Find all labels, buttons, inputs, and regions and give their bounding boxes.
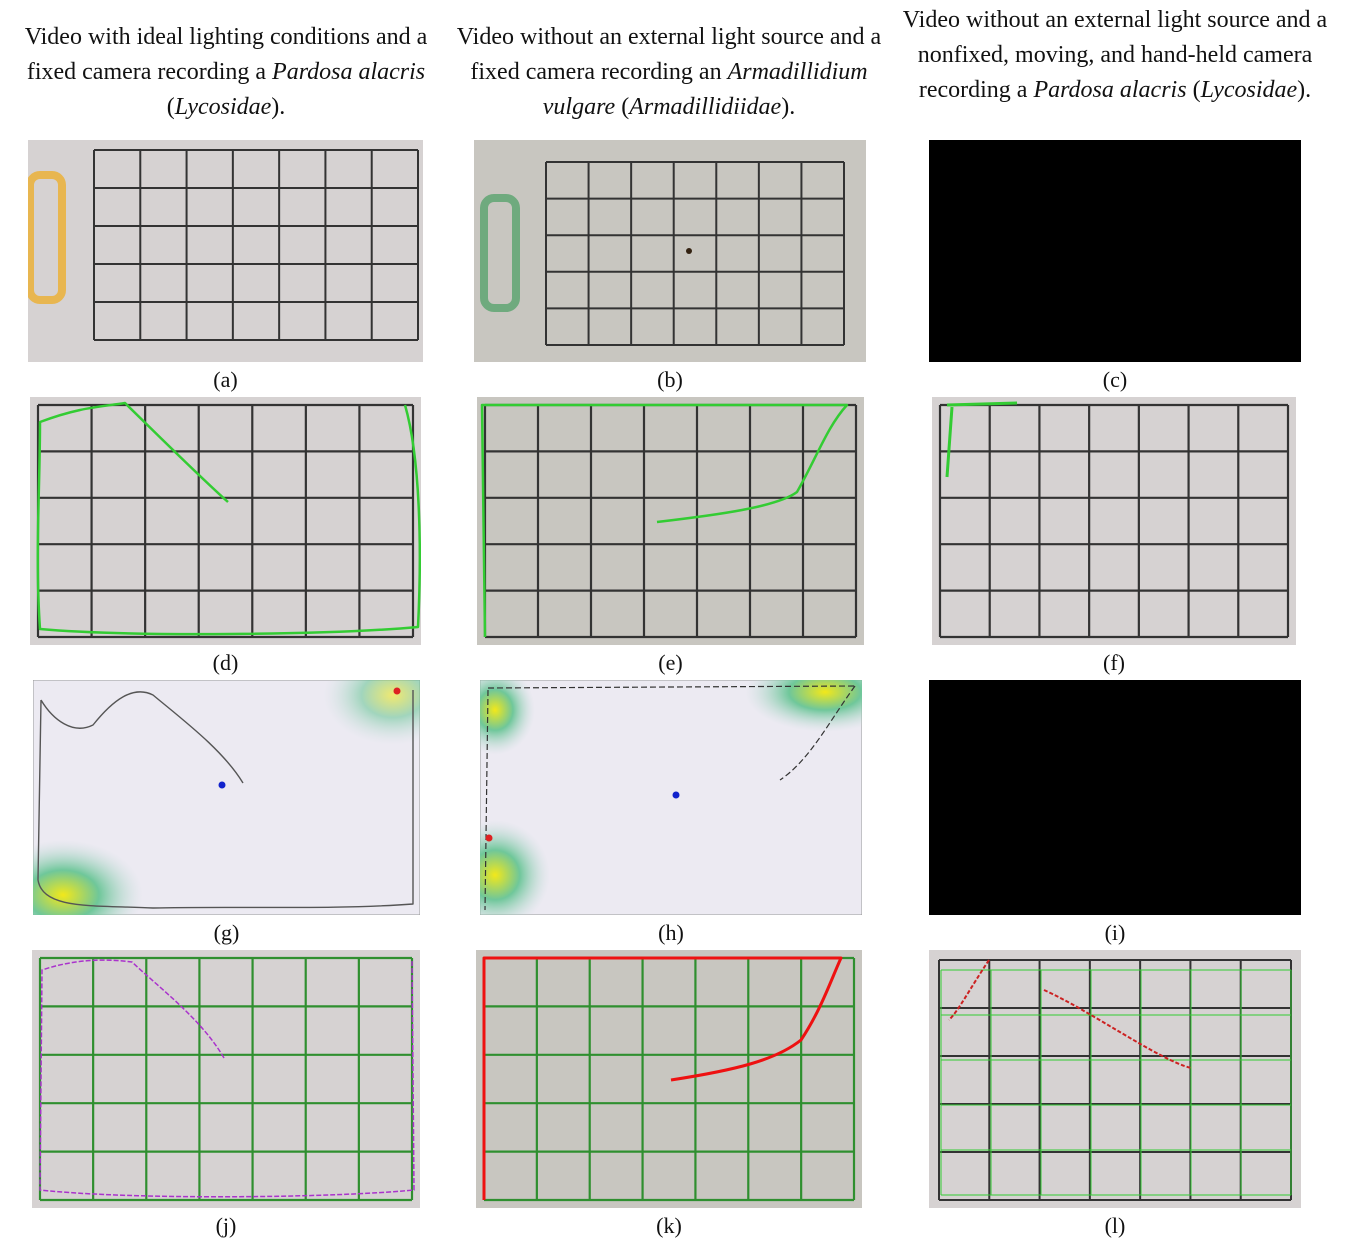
header-text: ( (1186, 77, 1201, 103)
panel-label: (b) (657, 367, 683, 392)
panel-label: (g) (213, 920, 240, 945)
image-bg (929, 950, 1301, 1208)
track (36, 401, 421, 636)
panel-label: (d) (212, 650, 239, 675)
panel-image (30, 397, 421, 645)
column-header: Video without an external light source a… (893, 3, 1337, 108)
column-header: Video without an external light source a… (449, 20, 889, 125)
panel-image (929, 140, 1301, 362)
species-name: Pardosa alacris (1033, 77, 1187, 103)
header-text: Video without an external light source a… (902, 7, 1328, 103)
panel-label: (e) (658, 650, 683, 675)
handle (28, 171, 66, 304)
image-bg (476, 950, 862, 1208)
image-bg (474, 140, 866, 362)
panel-label: (j) (215, 1213, 237, 1238)
heat-spot (480, 680, 535, 755)
panel-label: (a) (213, 367, 238, 392)
panel-image (929, 950, 1301, 1208)
panel-image (28, 140, 423, 362)
image-bg (929, 680, 1301, 915)
header-text: Video with ideal lighting conditions and… (24, 24, 428, 85)
panel-image (929, 680, 1301, 915)
panel-label: (c) (1102, 367, 1128, 392)
heat-spot (480, 820, 550, 915)
track (945, 401, 1018, 478)
panel-image (32, 950, 420, 1208)
track (39, 959, 415, 1198)
panel-image (33, 680, 420, 915)
marker (485, 834, 493, 842)
family-name: Lycosidae (1200, 77, 1298, 103)
header-text: ). (1297, 77, 1312, 103)
family-name: Lycosidae (174, 94, 272, 120)
header-text: ( (166, 94, 175, 120)
handle (480, 194, 520, 312)
panel-image (476, 950, 862, 1208)
image-bg (932, 397, 1296, 645)
track (484, 685, 856, 911)
marker (218, 781, 226, 789)
header-text: ( (615, 94, 630, 120)
track (37, 690, 414, 909)
panel-label: (l) (1104, 1213, 1126, 1238)
header-text: ). (781, 94, 796, 120)
panel-label: (h) (658, 920, 684, 945)
bug (686, 248, 692, 254)
header-text: Video without an external light source a… (456, 24, 882, 85)
panel-label: (f) (1103, 650, 1125, 675)
header-text: ). (271, 94, 286, 120)
image-bg (32, 950, 420, 1208)
track (480, 403, 849, 638)
track (482, 956, 843, 1200)
heat-spot (33, 840, 143, 915)
panel-label: (i) (1104, 920, 1126, 945)
panel-image (477, 397, 864, 645)
marker (393, 687, 401, 695)
track (948, 959, 1192, 1069)
family-name: Armadillidiidae (629, 94, 782, 120)
heat-spot (323, 680, 420, 745)
image-bg (28, 140, 423, 362)
species-name: Pardosa alacris (272, 59, 426, 85)
panel-image (480, 680, 862, 915)
image-bg (30, 397, 421, 645)
panel-label: (k) (656, 1213, 682, 1238)
species-name: Armadillidium vulgare (542, 59, 868, 120)
marker (672, 791, 680, 799)
panel-image (474, 140, 866, 362)
column-header: Video with ideal lighting conditions and… (10, 20, 442, 125)
image-bg (929, 140, 1301, 362)
panel-image (932, 397, 1296, 645)
